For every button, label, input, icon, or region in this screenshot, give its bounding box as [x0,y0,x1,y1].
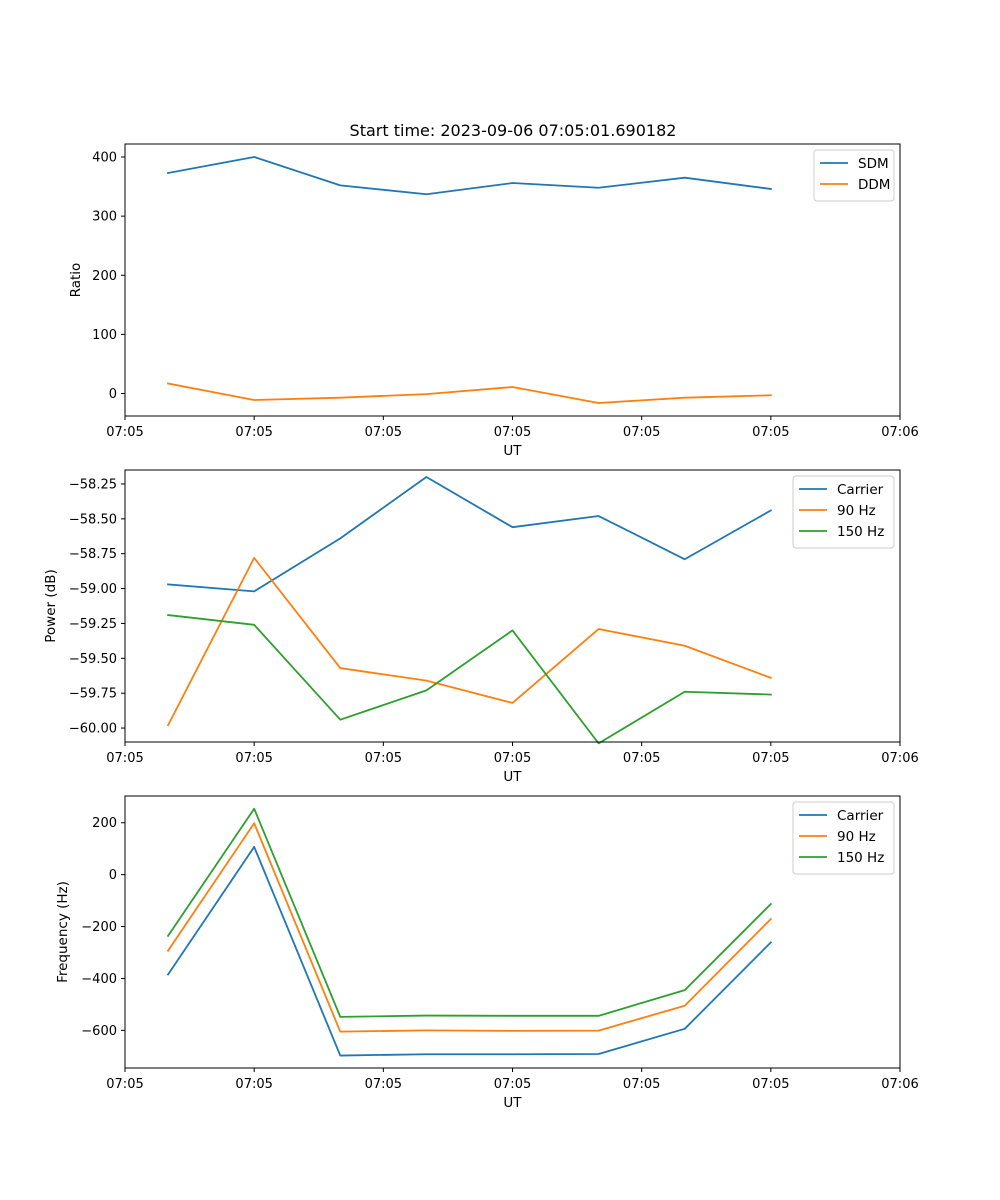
plot-area [125,470,900,742]
legend-label: Carrier [837,808,884,824]
x-axis-label: UT [503,1095,522,1111]
x-tick-label: 07:05 [623,1077,660,1092]
y-tick-label: −59.00 [69,582,117,597]
series-line-carrier [166,845,773,1057]
series-line-carrier [167,476,773,593]
x-tick-label: 07:05 [106,425,143,440]
y-tick-label: 200 [92,816,117,831]
y-tick-label: −59.50 [69,652,117,667]
legend: Carrier 90 Hz 150 Hz [792,475,895,549]
plot-area [125,144,900,416]
series-line-sdm [167,156,772,196]
series-line-150-hz [167,614,772,745]
chart-panel-3: 07:05 07:05 07:05 07:05 07:05 07:05 07:06 UT 200… [55,795,919,1111]
panels: 07:05 07:05 07:05 07:05 07:05 07:05 07:06 UT 0 10… [43,143,919,1111]
y-axis-label: Power (dB) [43,569,59,642]
x-tick-label: 07:05 [235,751,272,766]
y-tick-label: −58.25 [69,477,117,492]
legend-label: 90 Hz [837,829,876,845]
legend-box [792,801,895,875]
y-tick-label: 200 [92,269,117,284]
y-tick-label: 0 [109,868,117,883]
y-tick-label: −200 [81,920,117,935]
x-axis-label: UT [503,443,522,459]
y-axis-label: Frequency (Hz) [55,881,71,983]
x-tick-label: 07:05 [752,1077,789,1092]
x-tick-label: 07:05 [365,425,402,440]
y-tick-label: −59.25 [69,617,117,632]
chart-title: Start time: 2023-09-06 07:05:01.690182 [350,121,677,140]
y-tick-label: −400 [81,972,117,987]
legend-label: 90 Hz [837,503,876,519]
y-tick-label: 100 [92,328,117,343]
legend-box [792,475,895,549]
y-tick-label: 400 [92,151,117,166]
y-tick-label: 300 [92,210,117,225]
legend-label: DDM [858,177,890,193]
series-line-90-hz [166,822,773,1033]
x-tick-label: 07:05 [752,751,789,766]
y-tick-label: −58.75 [69,547,117,562]
x-tick-label: 07:06 [881,751,918,766]
legend-label: 150 Hz [837,524,884,540]
x-tick-label: 07:06 [881,425,918,440]
x-tick-label: 07:05 [623,425,660,440]
x-tick-label: 07:05 [752,425,789,440]
x-tick-label: 07:05 [106,751,143,766]
y-tick-label: −59.75 [69,687,117,702]
y-tick-label: −58.50 [69,512,117,527]
x-tick-label: 07:05 [365,1077,402,1092]
x-tick-label: 07:05 [235,425,272,440]
x-tick-label: 07:05 [365,751,402,766]
series-line-150-hz [166,807,773,1018]
x-tick-label: 07:05 [106,1077,143,1092]
legend: SDM DDM [813,149,895,202]
y-tick-label: −600 [81,1024,117,1039]
x-tick-label: 07:06 [881,1077,918,1092]
legend-label: Carrier [837,482,884,498]
y-tick-label: −60.00 [69,722,117,737]
y-axis-label: Ratio [68,263,84,298]
legend-label: SDM [858,156,889,172]
x-tick-label: 07:05 [494,1077,531,1092]
x-axis-label: UT [503,769,522,785]
x-tick-label: 07:05 [623,751,660,766]
x-tick-label: 07:05 [235,1077,272,1092]
series-line-90-hz [166,556,772,727]
chart-panel-1: 07:05 07:05 07:05 07:05 07:05 07:05 07:06 UT 0 10… [68,143,919,459]
x-tick-label: 07:05 [494,751,531,766]
plot-area [125,796,900,1068]
y-tick-label: 0 [109,387,117,402]
legend: Carrier 90 Hz 150 Hz [792,801,895,875]
series-line-ddm [167,382,772,404]
x-tick-label: 07:05 [494,425,531,440]
legend-label: 150 Hz [837,850,884,866]
chart-panel-2: 07:05 07:05 07:05 07:05 07:05 07:05 07:06 UT −58… [43,469,919,785]
